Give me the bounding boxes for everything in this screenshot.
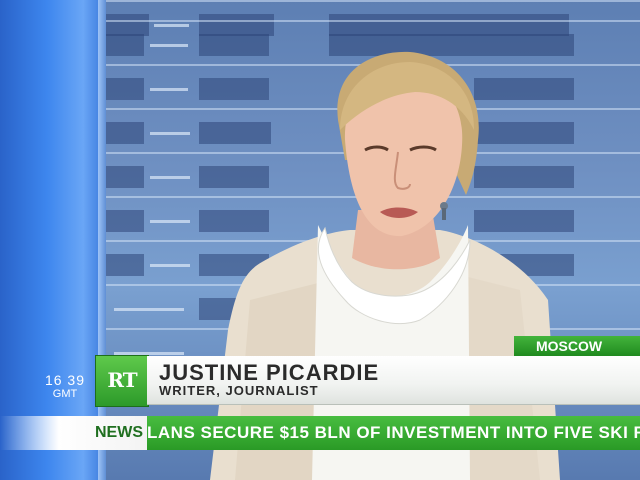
broadcast-clock: 16 39 GMT	[38, 372, 92, 401]
face	[344, 73, 463, 237]
studio-blue-pillar	[0, 0, 104, 480]
clock-timezone: GMT	[52, 388, 78, 400]
location-label: MOSCOW	[536, 338, 603, 354]
channel-logo-text: RT	[107, 368, 137, 392]
pillar-highlight	[98, 0, 106, 480]
studio-wall-panels	[104, 0, 640, 480]
guest-title: WRITER, JOURNALIST	[159, 383, 319, 398]
guest-name: JUSTINE PICARDIE	[159, 360, 380, 385]
news-ticker: LANS SECURE $15 BLN OF INVESTMENT INTO F…	[147, 416, 640, 450]
guest-name-bar: JUSTINE PICARDIE WRITER, JOURNALIST	[147, 356, 640, 405]
channel-logo: RT	[95, 355, 149, 407]
clock-time: 16 39	[44, 372, 86, 388]
news-ticker-label: NEWS	[95, 424, 143, 441]
news-ticker-headline: LANS SECURE $15 BLN OF INVESTMENT INTO F…	[147, 423, 640, 442]
news-ticker-label-box: NEWS	[0, 416, 147, 450]
location-tag: MOSCOW	[514, 336, 640, 356]
mouth	[380, 207, 418, 218]
